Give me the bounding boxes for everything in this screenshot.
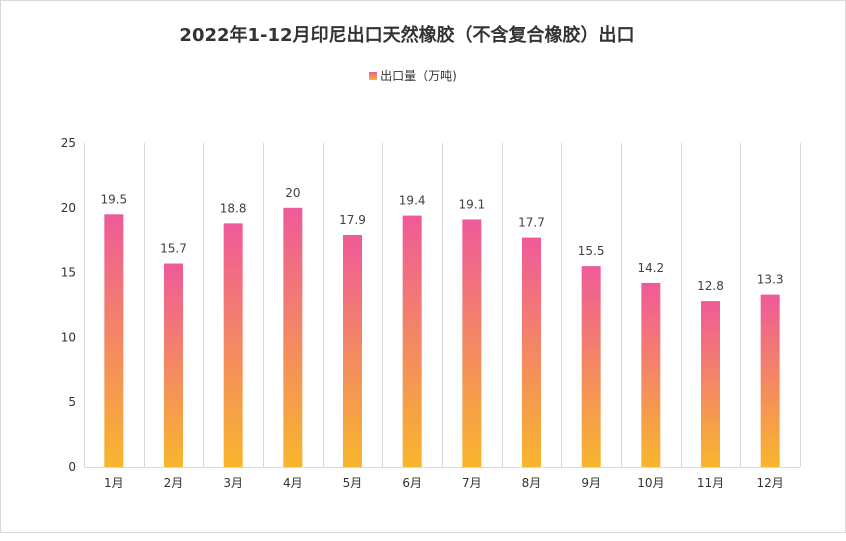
- data-label: 17.7: [518, 216, 545, 230]
- grid-lines: [84, 143, 801, 468]
- y-tick-label: 15: [61, 266, 76, 280]
- chart-title: 2022年1-12月印尼出口天然橡胶（不含复合橡胶）出口: [179, 25, 635, 46]
- bars: [104, 207, 780, 468]
- y-tick-label: 25: [61, 136, 76, 150]
- data-label: 14.2: [637, 261, 664, 275]
- bar[interactable]: [283, 207, 303, 468]
- data-labels: 19.5 15.7 18.8 20 17.9 19.4 19.1 17.7 15.5 14.2 12…: [100, 186, 783, 293]
- x-tick-label: 10月: [637, 476, 664, 490]
- data-label: 12.8: [697, 279, 724, 293]
- x-tick-label: 3月: [223, 476, 243, 490]
- x-tick-label: 9月: [581, 476, 601, 490]
- bar[interactable]: [462, 219, 482, 467]
- data-label: 18.8: [220, 201, 247, 215]
- data-label: 20: [285, 186, 300, 200]
- bar[interactable]: [581, 266, 601, 467]
- data-label: 15.7: [160, 242, 187, 256]
- bar[interactable]: [223, 223, 243, 467]
- x-tick-label: 4月: [283, 476, 303, 490]
- legend-swatch-icon: [369, 72, 378, 80]
- x-tick-label: 12月: [757, 476, 784, 490]
- bar[interactable]: [641, 282, 661, 467]
- data-label: 19.4: [399, 194, 426, 208]
- x-tick-label: 1月: [104, 476, 124, 490]
- y-tick-label: 10: [61, 330, 76, 344]
- data-label: 19.1: [458, 197, 485, 211]
- bar[interactable]: [343, 235, 362, 467]
- y-axis: 0 5 10 15 20 25: [61, 136, 76, 474]
- bar[interactable]: [760, 294, 780, 467]
- bar[interactable]: [164, 263, 183, 467]
- chart-legend[interactable]: 出口量（万吨): [1, 67, 825, 84]
- x-tick-label: 2月: [164, 476, 184, 490]
- x-axis: 1月 2月 3月 4月 5月 6月 7月 8月 9月 10月 11月 12月: [104, 476, 784, 490]
- x-tick-label: 7月: [462, 476, 482, 490]
- data-label: 13.3: [757, 273, 784, 287]
- y-tick-label: 5: [68, 395, 76, 409]
- data-label: 19.5: [100, 192, 127, 206]
- x-tick-label: 5月: [343, 476, 363, 490]
- y-tick-label: 0: [68, 460, 76, 474]
- x-tick-label: 11月: [697, 476, 724, 490]
- data-label: 15.5: [578, 244, 605, 258]
- data-label: 17.9: [339, 213, 366, 227]
- x-tick-label: 8月: [522, 476, 542, 490]
- x-tick-label: 6月: [402, 476, 422, 490]
- bar[interactable]: [104, 214, 124, 467]
- bar[interactable]: [701, 301, 720, 467]
- bar[interactable]: [522, 237, 541, 467]
- y-tick-label: 20: [61, 201, 76, 215]
- bar[interactable]: [402, 215, 422, 467]
- legend-label: 出口量（万吨): [380, 69, 457, 83]
